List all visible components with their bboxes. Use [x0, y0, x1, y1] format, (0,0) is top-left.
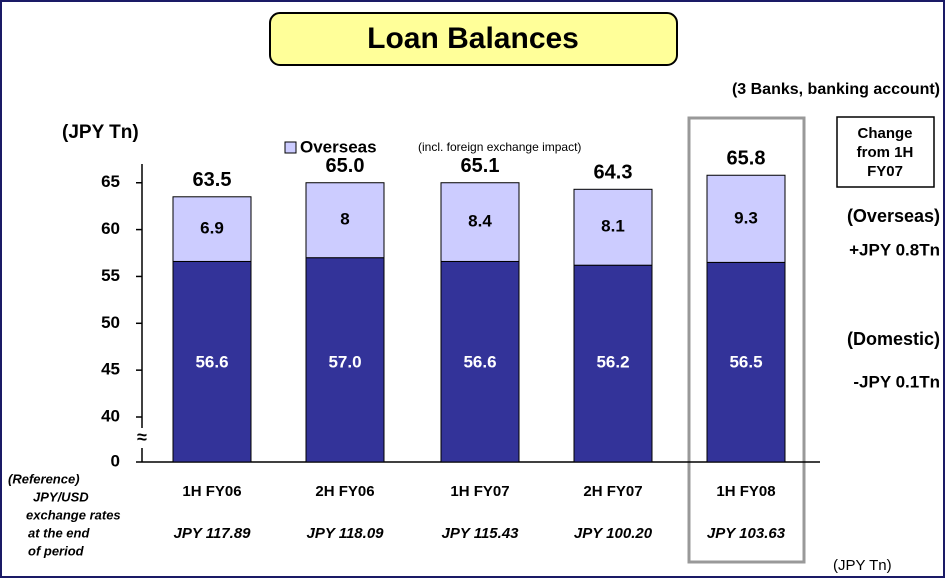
y-axis-label: (JPY Tn) — [62, 122, 139, 143]
y-tick-label: 60 — [101, 219, 120, 238]
exchange-rate: JPY 115.43 — [441, 525, 519, 542]
bar-segment — [172, 196, 252, 262]
reference-label: at the end — [28, 525, 90, 540]
y-tick-label: 55 — [101, 266, 120, 285]
y-tick-label: 50 — [101, 313, 120, 332]
exchange-rate: JPY 100.20 — [574, 525, 653, 542]
change-box-text: FY07 — [867, 163, 903, 180]
x-tick-label: 2H FY07 — [583, 483, 642, 500]
reference-label: of period — [28, 543, 85, 558]
total-label: 64.3 — [594, 162, 633, 184]
reference-label: exchange rates — [26, 507, 121, 522]
x-tick-label: 1H FY06 — [182, 483, 241, 500]
value-label: 56.2 — [596, 352, 629, 371]
value-label: 57.0 — [328, 352, 361, 371]
bar-segment — [706, 261, 786, 463]
value-label: 8.4 — [468, 212, 492, 231]
reference-label: JPY/USD — [33, 489, 89, 504]
x-tick-label: 1H FY07 — [450, 483, 509, 500]
total-label: 65.0 — [326, 155, 365, 177]
annotation: +JPY 0.8Tn — [849, 240, 940, 259]
bar-segment — [573, 264, 653, 463]
exchange-rate: JPY 117.89 — [173, 525, 251, 542]
value-label: 56.6 — [463, 352, 496, 371]
unit-note: (JPY Tn) — [833, 557, 892, 574]
y-tick-label: 0 — [111, 451, 120, 470]
exchange-rate: JPY 103.63 — [707, 525, 786, 542]
bar-segment — [305, 182, 385, 259]
y-tick-label: 65 — [101, 172, 120, 191]
bar-segment — [305, 257, 385, 463]
highlight-box — [687, 116, 806, 564]
bar-segment — [172, 260, 252, 463]
axis-break: ≈ — [137, 427, 147, 447]
total-label: 63.5 — [193, 169, 232, 191]
bar-segment — [440, 182, 520, 262]
legend-swatch — [284, 141, 297, 154]
value-label: 56.5 — [729, 352, 762, 371]
x-tick-label: 1H FY08 — [716, 483, 775, 500]
legend-label: Overseas — [300, 137, 377, 156]
value-label: 9.3 — [734, 208, 758, 227]
change-box-text: from 1H — [857, 144, 914, 161]
exchange-rate: JPY 118.09 — [306, 525, 384, 542]
annotation: (Overseas) — [847, 206, 940, 226]
subtitle: (3 Banks, banking account) — [732, 81, 940, 98]
value-label: 56.6 — [195, 352, 228, 371]
reference-label: (Reference) — [8, 471, 80, 486]
value-label: 6.9 — [200, 219, 224, 238]
annotation: -JPY 0.1Tn — [853, 372, 940, 391]
y-tick-label: 45 — [101, 360, 120, 379]
chart-title: Loan Balances — [367, 22, 579, 55]
title-box — [269, 12, 678, 66]
change-box-text: Change — [857, 125, 912, 142]
annotation: (Domestic) — [847, 329, 940, 349]
total-label: 65.8 — [727, 148, 766, 170]
value-label: 8 — [340, 210, 349, 229]
legend-note: (incl. foreign exchange impact) — [418, 140, 581, 154]
bar-segment — [440, 260, 520, 463]
change-box — [836, 116, 935, 188]
bar-segment — [573, 188, 653, 266]
y-tick-label: 40 — [101, 406, 120, 425]
x-tick-label: 2H FY06 — [315, 483, 374, 500]
value-label: 8.1 — [601, 217, 625, 236]
total-label: 65.1 — [461, 155, 500, 177]
bar-segment — [706, 174, 786, 263]
